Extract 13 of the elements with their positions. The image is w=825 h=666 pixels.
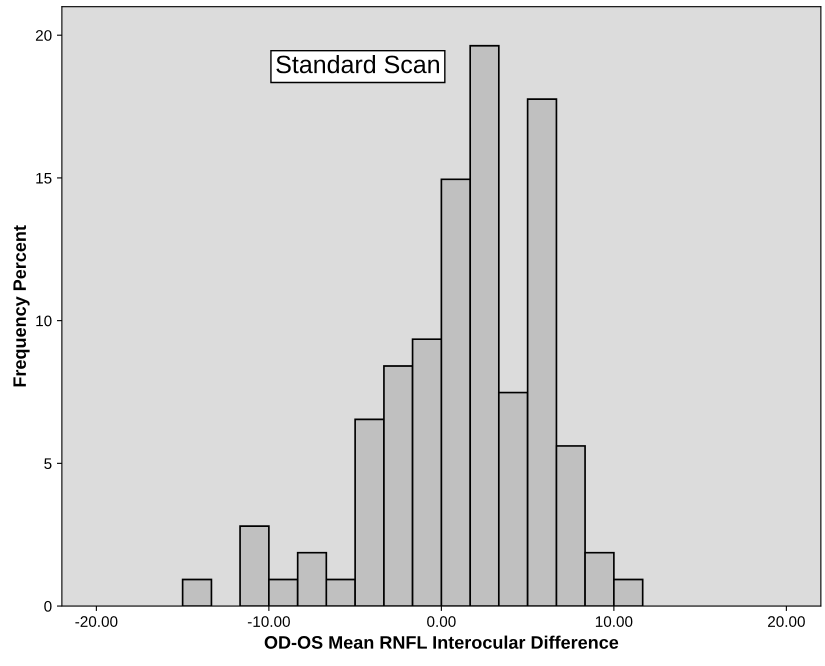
y-tick-label: 10: [36, 316, 52, 326]
y-tick-label: 5: [44, 458, 52, 470]
x-axis-title: OD-OS Mean RNFL Interocular Difference: [264, 636, 618, 649]
x-tick-label: 20.00: [768, 616, 805, 628]
y-tick-label: 0: [44, 600, 52, 612]
x-tick-label: -10.00: [248, 616, 290, 628]
annotation: Standard Scan: [276, 54, 439, 74]
x-tick-label: 0.00: [427, 616, 456, 628]
y-axis-title: Frequency Percent: [13, 225, 30, 386]
y-tick-label: 15: [36, 172, 52, 184]
y-tick-label: 20: [36, 30, 52, 41]
x-tick-label: -20.00: [75, 616, 118, 628]
x-tick-label: 10.00: [596, 616, 632, 628]
